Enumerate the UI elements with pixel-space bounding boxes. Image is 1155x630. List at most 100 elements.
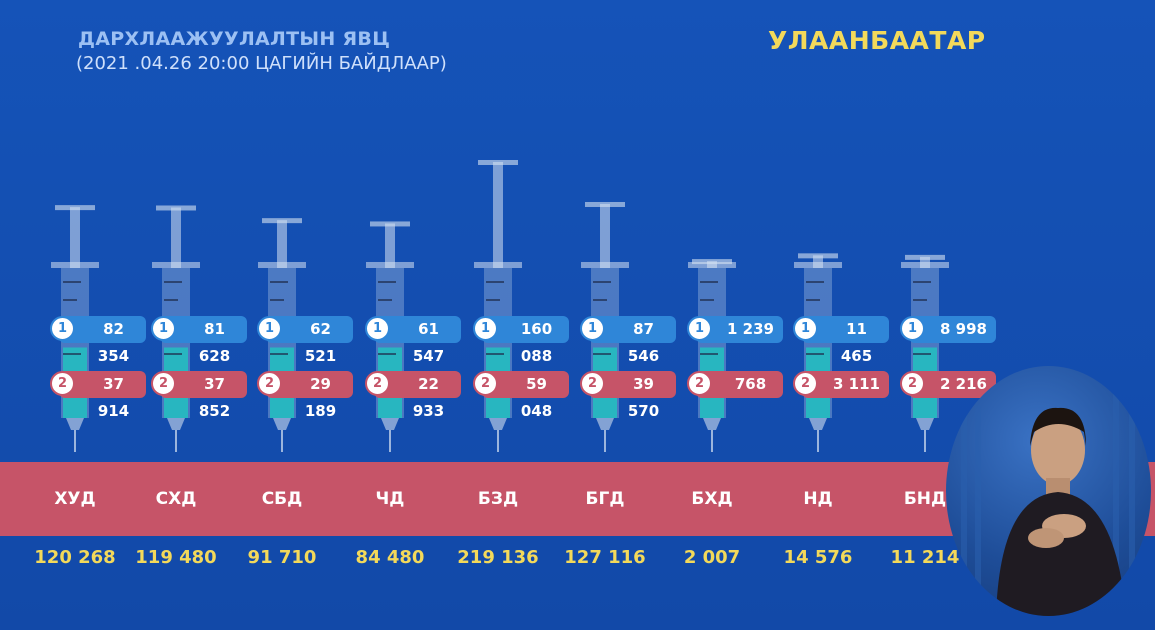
syringe-tip — [703, 418, 721, 430]
dose2-label: 2 3 111 — [793, 371, 889, 398]
syringe-flange — [258, 262, 306, 268]
sign-language-interpreter — [946, 366, 1151, 616]
dose1-label: 1 1 239 — [687, 316, 783, 343]
dose1-marker: 1 — [580, 316, 605, 341]
total-label: 120 268 — [34, 547, 116, 568]
dose2-marker: 2 — [365, 371, 390, 396]
syringe-tip — [809, 418, 827, 430]
syringe-cap — [262, 218, 302, 224]
dose2-value: 59 048 — [520, 375, 553, 420]
syringe-plunger — [813, 255, 823, 268]
dose1-label: 1 160 088 — [473, 316, 569, 365]
dose1-label: 1 87 546 — [580, 316, 676, 365]
syringe-tip — [381, 418, 399, 430]
district-label: ЧД — [375, 489, 405, 509]
syringe-tip — [273, 418, 291, 430]
syringe-cap — [905, 254, 945, 260]
syringe-flange — [474, 262, 522, 268]
syringe-tip — [596, 418, 614, 430]
total-label: 127 116 — [564, 547, 646, 568]
total-label: 2 007 — [683, 547, 741, 568]
syringe-plunger — [385, 223, 395, 268]
dose1-value: 1 239 — [727, 320, 774, 338]
dose1-value: 160 088 — [520, 320, 553, 365]
total-label: 14 576 — [783, 547, 853, 568]
total-label: 219 136 — [457, 547, 539, 568]
syringe-flange — [688, 262, 736, 268]
dose1-label: 1 61 547 — [365, 316, 461, 365]
dose2-marker: 2 — [257, 371, 282, 396]
dose1-label: 1 81 628 — [151, 316, 247, 365]
syringe-tip — [66, 418, 84, 430]
interpreter-image — [961, 386, 1135, 616]
dose2-marker: 2 — [151, 371, 176, 396]
dose1-marker: 1 — [793, 316, 818, 341]
district-label: СХД — [155, 489, 197, 509]
syringe-plunger — [171, 207, 181, 268]
dose1-label: 1 82 354 — [50, 316, 146, 365]
syringe-flange — [794, 262, 842, 268]
dose2-marker: 2 — [687, 371, 712, 396]
syringe-flange — [51, 262, 99, 268]
syringe-tip — [489, 418, 507, 430]
total-label: 11 214 — [890, 547, 960, 568]
syringe-plunger — [493, 162, 503, 268]
city-label: УЛААНБААТАР — [768, 26, 986, 55]
syringe-cap — [370, 221, 410, 227]
syringe-flange — [581, 262, 629, 268]
syringe-tip — [167, 418, 185, 430]
dose1-marker: 1 — [151, 316, 176, 341]
syringe-flange — [366, 262, 414, 268]
dose1-label: 1 62 521 — [257, 316, 353, 365]
dose1-marker: 1 — [365, 316, 390, 341]
syringe-cap — [692, 259, 732, 265]
dose2-label: 2 2 216 — [900, 371, 996, 398]
dose2-label: 2 39 570 — [580, 371, 676, 420]
syringe-flange — [901, 262, 949, 268]
total-label: 91 710 — [247, 547, 317, 568]
dose2-label: 2 37 852 — [151, 371, 247, 420]
syringe-cap — [478, 160, 518, 165]
syringe-tip — [916, 418, 934, 430]
dose1-value: 61 547 — [412, 320, 445, 365]
dose2-marker: 2 — [50, 371, 75, 396]
dose2-label: 2 768 — [687, 371, 783, 398]
dose2-value: 29 189 — [304, 375, 337, 420]
dose1-label: 1 8 998 — [900, 316, 996, 343]
dose1-marker: 1 — [900, 316, 925, 341]
syringe-cap — [798, 253, 838, 259]
district-label: СБД — [261, 489, 303, 509]
dose2-value: 3 111 — [833, 375, 880, 393]
dose1-marker: 1 — [257, 316, 282, 341]
syringe-plunger — [600, 203, 610, 268]
dose1-value: 81 628 — [198, 320, 231, 365]
dose1-marker: 1 — [473, 316, 498, 341]
dose2-label: 2 22 933 — [365, 371, 461, 420]
syringe-cap — [156, 205, 196, 211]
dose1-marker: 1 — [50, 316, 75, 341]
dose2-value: 37 914 — [97, 375, 130, 420]
district-label: БЗД — [477, 489, 519, 509]
dose2-value: 37 852 — [198, 375, 231, 420]
dose1-value: 82 354 — [97, 320, 130, 365]
dose1-value: 8 998 — [940, 320, 987, 338]
dose2-value: 2 216 — [940, 375, 987, 393]
syringe-plunger — [277, 220, 287, 268]
dose2-label: 2 37 914 — [50, 371, 146, 420]
dose2-marker: 2 — [793, 371, 818, 396]
syringe-plunger — [70, 207, 80, 268]
dose1-value: 87 546 — [627, 320, 660, 365]
dose1-label: 1 11 465 — [793, 316, 889, 365]
total-label: 119 480 — [135, 547, 217, 568]
district-label: ХУД — [54, 489, 96, 509]
dose2-value: 22 933 — [412, 375, 445, 420]
district-label: НД — [803, 489, 833, 509]
district-label: БХД — [691, 489, 733, 509]
syringe-cap — [55, 205, 95, 211]
dose2-value: 39 570 — [627, 375, 660, 420]
dose1-value: 62 521 — [304, 320, 337, 365]
dose2-label: 2 59 048 — [473, 371, 569, 420]
dose2-value: 768 — [734, 375, 767, 393]
dose2-marker: 2 — [580, 371, 605, 396]
dose2-marker: 2 — [900, 371, 925, 396]
